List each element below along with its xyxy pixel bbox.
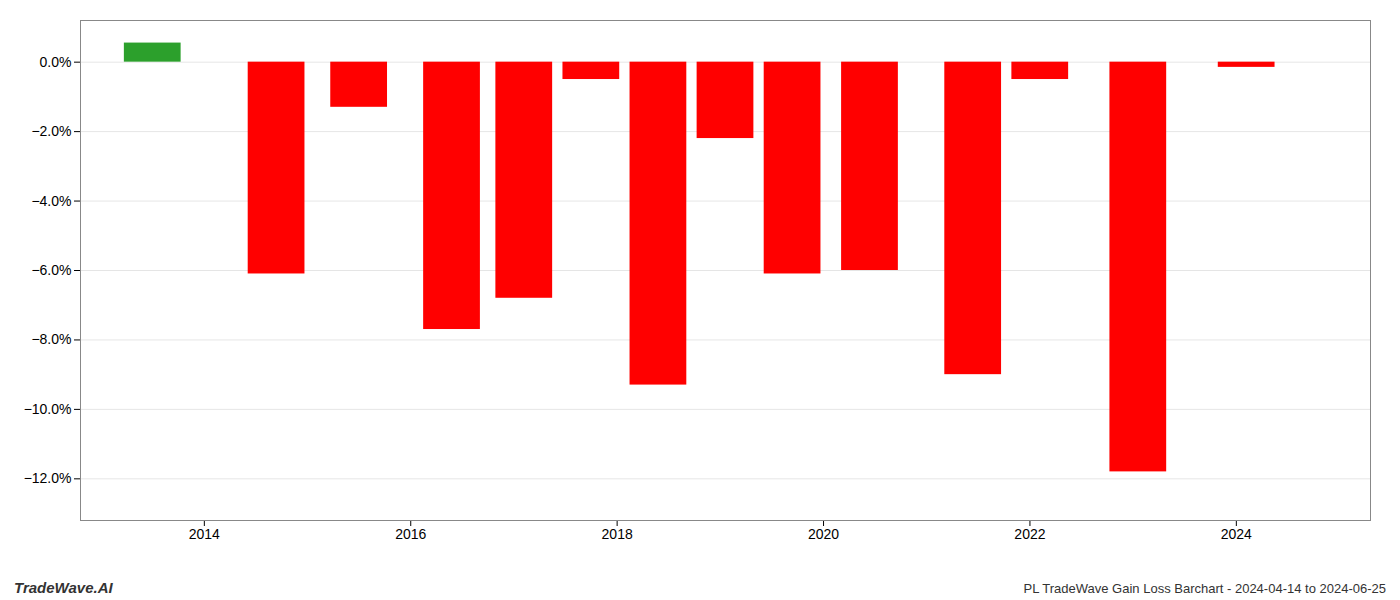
- html-text:PL TradeWave Gain Loss Barchar: PL TradeWave Gain Loss Barchart - 2024-0…: [1023, 581, 1386, 596]
- svg-text:−8.0%: −8.0%: [31, 331, 71, 347]
- svg-text:−10.0%: −10.0%: [24, 401, 72, 417]
- svg-text:−12.0%: −12.0%: [24, 470, 72, 486]
- svg-text:−2.0%: −2.0%: [31, 123, 71, 139]
- svg-text:2016: 2016: [395, 526, 426, 542]
- svg-text:2018: 2018: [602, 526, 633, 542]
- svg-text:2024: 2024: [1221, 526, 1252, 542]
- svg-text:2014: 2014: [189, 526, 220, 542]
- svg-text:−4.0%: −4.0%: [31, 193, 71, 209]
- svg-text:0.0%: 0.0%: [40, 54, 72, 70]
- svg-text:2020: 2020: [808, 526, 839, 542]
- svg-text:−6.0%: −6.0%: [31, 262, 71, 278]
- html-text:TradeWave.AI: TradeWave.AI: [14, 579, 113, 596]
- svg-text:2022: 2022: [1014, 526, 1045, 542]
